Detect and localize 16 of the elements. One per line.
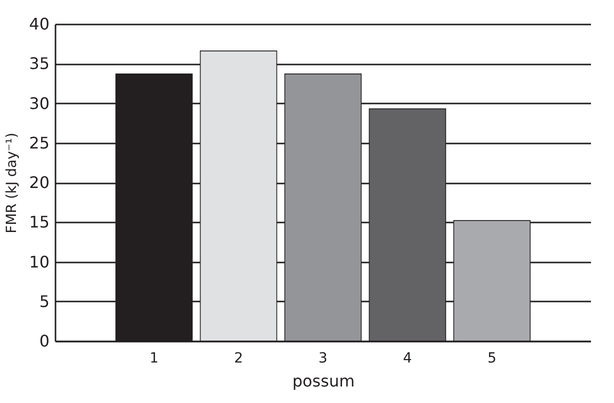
x-tick-label: 2 xyxy=(234,350,243,366)
y-tick-label: 5 xyxy=(39,292,50,311)
y-tick-label: 35 xyxy=(29,54,50,74)
x-axis-title: possum xyxy=(292,372,355,390)
x-tick-label: 5 xyxy=(487,350,496,366)
y-tick-label: 15 xyxy=(29,212,50,232)
y-tick-label: 0 xyxy=(39,332,50,350)
x-tick-label: 1 xyxy=(150,350,159,366)
x-tick-label: 4 xyxy=(403,350,412,366)
y-tick-label: 30 xyxy=(29,94,50,113)
y-axis-title: FMR (kJ day⁻¹) xyxy=(4,132,20,234)
y-tick-label: 25 xyxy=(29,133,50,152)
y-tick-label: 20 xyxy=(29,173,50,192)
y-tick-label: 40 xyxy=(29,14,50,34)
y-tick-label: 10 xyxy=(29,252,50,272)
x-tick-label: 3 xyxy=(318,350,328,366)
